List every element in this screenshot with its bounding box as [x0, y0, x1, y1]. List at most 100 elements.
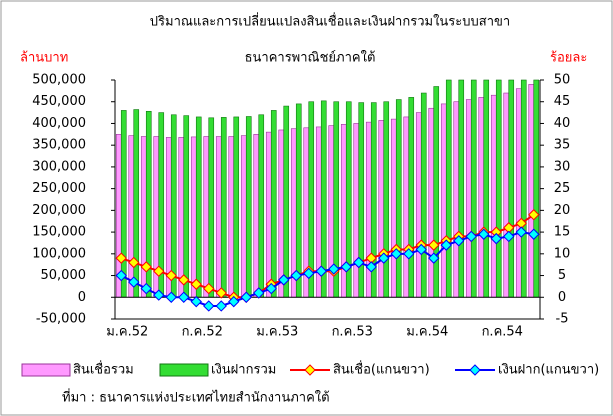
y2-tick-label: 50: [554, 73, 571, 88]
y2-tick-label: 10: [554, 246, 571, 261]
y2-tick-label: 45: [554, 94, 571, 109]
bar: [458, 79, 465, 298]
bar: [415, 112, 422, 298]
bar: [183, 115, 190, 298]
bar: [503, 92, 510, 298]
bar: [203, 136, 210, 298]
bar: [258, 114, 265, 298]
y-tick-label: 50,000: [41, 268, 87, 283]
y2-tick-label: 15: [554, 225, 571, 240]
marker: [503, 230, 515, 243]
legend-swatch: [21, 363, 71, 377]
y2-tick-label: 25: [554, 181, 571, 196]
legend-swatch: [159, 363, 209, 377]
bar: [495, 79, 502, 298]
legend-label: เงินฝาก(แกนขวา): [498, 363, 599, 378]
y2-tick-label: 5: [558, 268, 566, 283]
marker: [315, 265, 327, 277]
legend-label: เงินฝากรวม: [211, 363, 276, 378]
marker: [403, 248, 415, 260]
bar: [253, 134, 260, 298]
bar: [228, 136, 235, 298]
marker: [253, 287, 265, 299]
y-tick-label: 100,000: [32, 246, 86, 261]
marker: [478, 228, 490, 240]
x-tick-label: ม.ค.54: [406, 325, 448, 340]
marker: [265, 282, 277, 295]
marker: [190, 278, 202, 290]
marker: [153, 265, 165, 277]
bar: [190, 136, 197, 298]
bar: [278, 129, 285, 298]
marker: [340, 261, 352, 273]
bar: [445, 79, 452, 298]
y-tick-label: 200,000: [32, 203, 86, 218]
y2-axis-label: ร้อยละ: [550, 51, 587, 66]
line: [120, 231, 534, 307]
bar: [470, 79, 477, 298]
bar: [208, 117, 215, 298]
bar: [220, 117, 227, 298]
marker: [153, 289, 165, 301]
marker: [178, 274, 190, 286]
y2-tick-label: 35: [554, 138, 571, 153]
bar: [120, 110, 127, 298]
y2-tick-label: 40: [554, 116, 571, 131]
marker: [178, 291, 190, 303]
marker: [128, 276, 140, 288]
y-tick-label: 250,000: [32, 181, 86, 196]
marker: [378, 252, 390, 264]
marker: [278, 274, 290, 286]
marker: [440, 239, 452, 251]
marker: [328, 263, 340, 275]
legend-marker: [304, 364, 316, 376]
marker: [215, 287, 227, 299]
bar: [433, 86, 440, 298]
bar: [395, 99, 402, 298]
marker: [428, 239, 440, 251]
marker: [428, 252, 440, 264]
bar: [128, 135, 135, 298]
marker: [515, 226, 527, 238]
bar: [378, 120, 385, 298]
bar: [428, 107, 435, 298]
bar: [240, 135, 247, 298]
x-tick-label: ม.ค.52: [106, 325, 148, 340]
y2-tick-label: 30: [554, 159, 571, 174]
source: ที่มา : ธนาคารแห่งประเทศไทยสำนักงานภาคใต…: [62, 389, 330, 406]
x-tick-label: ก.ค.52: [182, 325, 223, 340]
bar: [533, 79, 540, 298]
bar: [420, 92, 427, 298]
y-tick-label: 400,000: [32, 116, 86, 131]
marker: [240, 291, 252, 303]
marker: [290, 269, 302, 282]
bar: [215, 136, 222, 298]
bar: [233, 116, 240, 298]
bar: [140, 136, 147, 298]
x-tick-label: ก.ค.54: [482, 325, 523, 340]
marker: [365, 261, 377, 273]
bar: [178, 137, 185, 298]
bar: [528, 84, 535, 298]
bar: [353, 123, 360, 298]
marker: [303, 267, 315, 280]
marker: [453, 235, 465, 247]
marker: [115, 269, 127, 282]
line: [120, 213, 535, 299]
marker: [528, 209, 540, 221]
bar: [403, 116, 410, 298]
marker: [390, 248, 402, 260]
chart-title: ปริมาณและการเปลี่ยนแปลงสินเชื่อและเงินฝา…: [150, 13, 510, 30]
y2-tick-label: 20: [554, 203, 571, 218]
bar: [515, 88, 522, 298]
y-tick-label: 500,000: [32, 73, 86, 88]
y2-tick-label: -5: [556, 312, 569, 327]
bar: [295, 103, 302, 298]
marker: [353, 256, 365, 269]
y2-tick-label: 0: [558, 290, 566, 305]
bar: [453, 101, 460, 298]
bar: [270, 110, 277, 298]
bar: [478, 97, 485, 298]
marker: [140, 282, 152, 295]
